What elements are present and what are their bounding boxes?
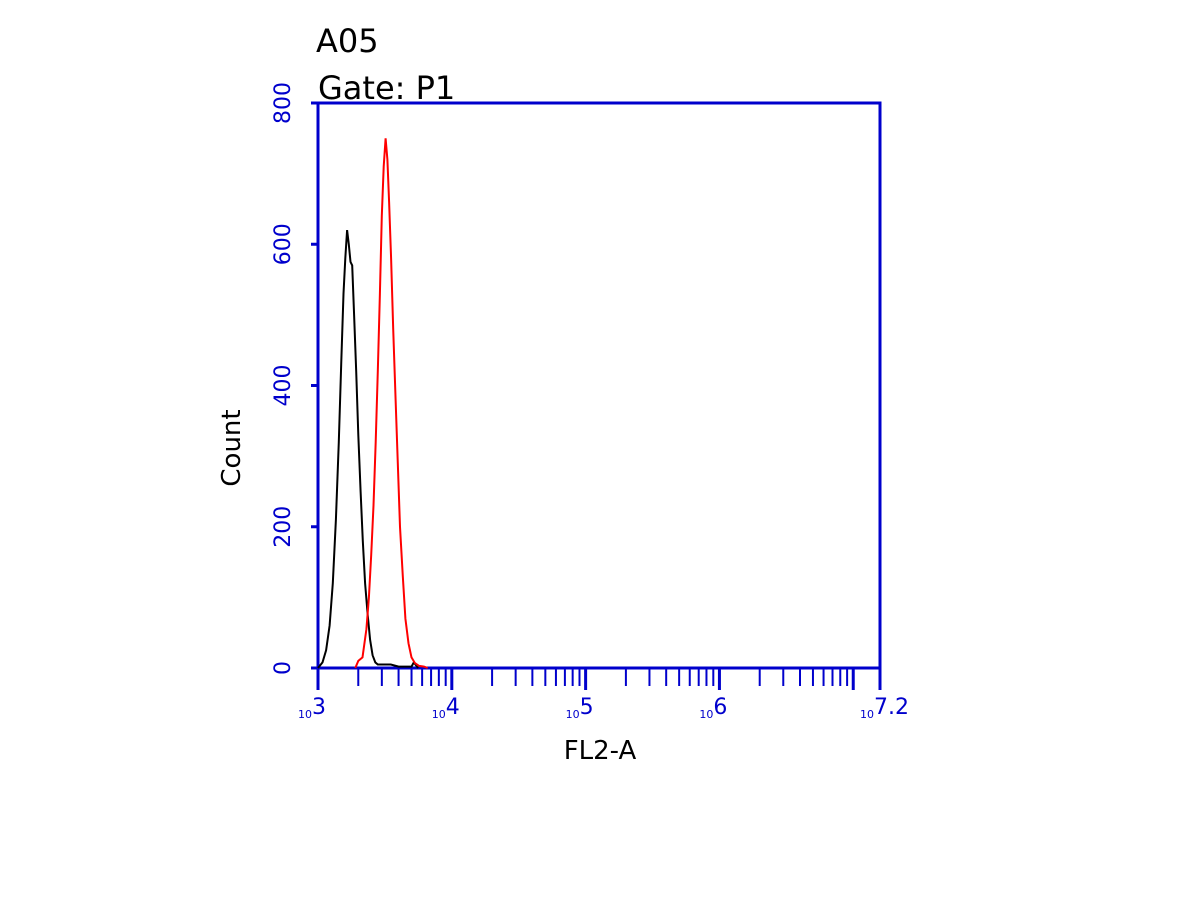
- x-tick-base: 10: [699, 708, 713, 721]
- histogram-series-2: [354, 138, 429, 669]
- x-tick-exponent: 4: [446, 695, 460, 720]
- x-tick-exponent: 6: [713, 695, 727, 720]
- y-axis-label: Count: [217, 409, 247, 486]
- histogram-series-1: [317, 229, 419, 669]
- x-tick-label: 107.2: [860, 695, 909, 721]
- x-tick-label: 103: [298, 695, 326, 721]
- chart-title: A05: [316, 22, 379, 60]
- x-tick-base: 10: [298, 708, 312, 721]
- x-tick-base: 10: [860, 708, 874, 721]
- y-tick-label: 600: [271, 223, 296, 265]
- series-layer: [317, 138, 429, 669]
- y-tick-label: 200: [271, 506, 296, 548]
- x-axis-label: FL2-A: [564, 736, 637, 766]
- y-tick-label: 400: [271, 365, 296, 407]
- y-tick-label: 800: [271, 82, 296, 124]
- chart-subtitle: Gate: P1: [318, 69, 455, 107]
- x-tick-exponent: 7.2: [874, 695, 909, 720]
- x-tick-label: 104: [432, 695, 460, 721]
- x-tick-base: 10: [432, 708, 446, 721]
- x-tick-label: 105: [566, 695, 594, 721]
- x-tick-exponent: 3: [312, 695, 326, 720]
- x-tick-label: 106: [699, 695, 727, 721]
- y-tick-label: 0: [271, 661, 296, 675]
- x-tick-base: 10: [566, 708, 580, 721]
- y-axis: 0 200 400 600 800: [271, 82, 318, 675]
- x-axis: 103 104 105 106 107.2: [298, 668, 909, 721]
- x-tick-exponent: 5: [580, 695, 594, 720]
